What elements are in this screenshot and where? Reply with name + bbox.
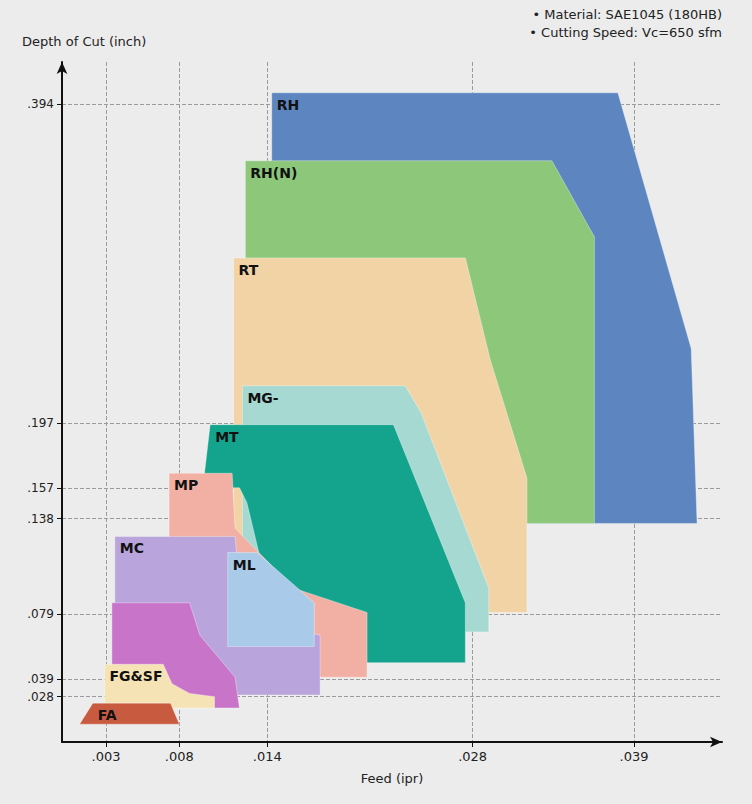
svg-text:.028: .028 — [458, 749, 487, 764]
svg-text:MP: MP — [174, 477, 198, 493]
svg-text:.197: .197 — [27, 416, 54, 430]
svg-text:ML: ML — [233, 557, 256, 573]
svg-text:• Material: SAE1045 (180HB): • Material: SAE1045 (180HB) — [532, 7, 722, 22]
svg-text:.394: .394 — [27, 97, 54, 111]
svg-text:.039: .039 — [620, 749, 649, 764]
svg-text:.003: .003 — [92, 749, 121, 764]
svg-text:.138: .138 — [27, 512, 54, 526]
svg-text:.008: .008 — [165, 749, 194, 764]
svg-text:MC: MC — [120, 540, 144, 556]
svg-text:MT: MT — [215, 429, 239, 445]
svg-text:FA: FA — [98, 707, 117, 723]
svg-text:RH(N): RH(N) — [250, 165, 297, 181]
svg-text:FG&SF: FG&SF — [110, 668, 163, 684]
svg-text:.039: .039 — [27, 672, 54, 686]
svg-text:RH: RH — [277, 97, 300, 113]
svg-text:• Cutting Speed: Vc=650 sfm: • Cutting Speed: Vc=650 sfm — [529, 25, 722, 40]
svg-text:Feed (ipr): Feed (ipr) — [361, 771, 424, 786]
svg-text:RT: RT — [239, 262, 259, 278]
svg-text:.028: .028 — [27, 690, 54, 704]
svg-text:.157: .157 — [27, 481, 54, 495]
svg-text:MG-: MG- — [247, 390, 278, 406]
svg-text:.079: .079 — [27, 607, 54, 621]
svg-text:.014: .014 — [253, 749, 282, 764]
svg-text:Depth of Cut (inch): Depth of Cut (inch) — [22, 34, 146, 49]
